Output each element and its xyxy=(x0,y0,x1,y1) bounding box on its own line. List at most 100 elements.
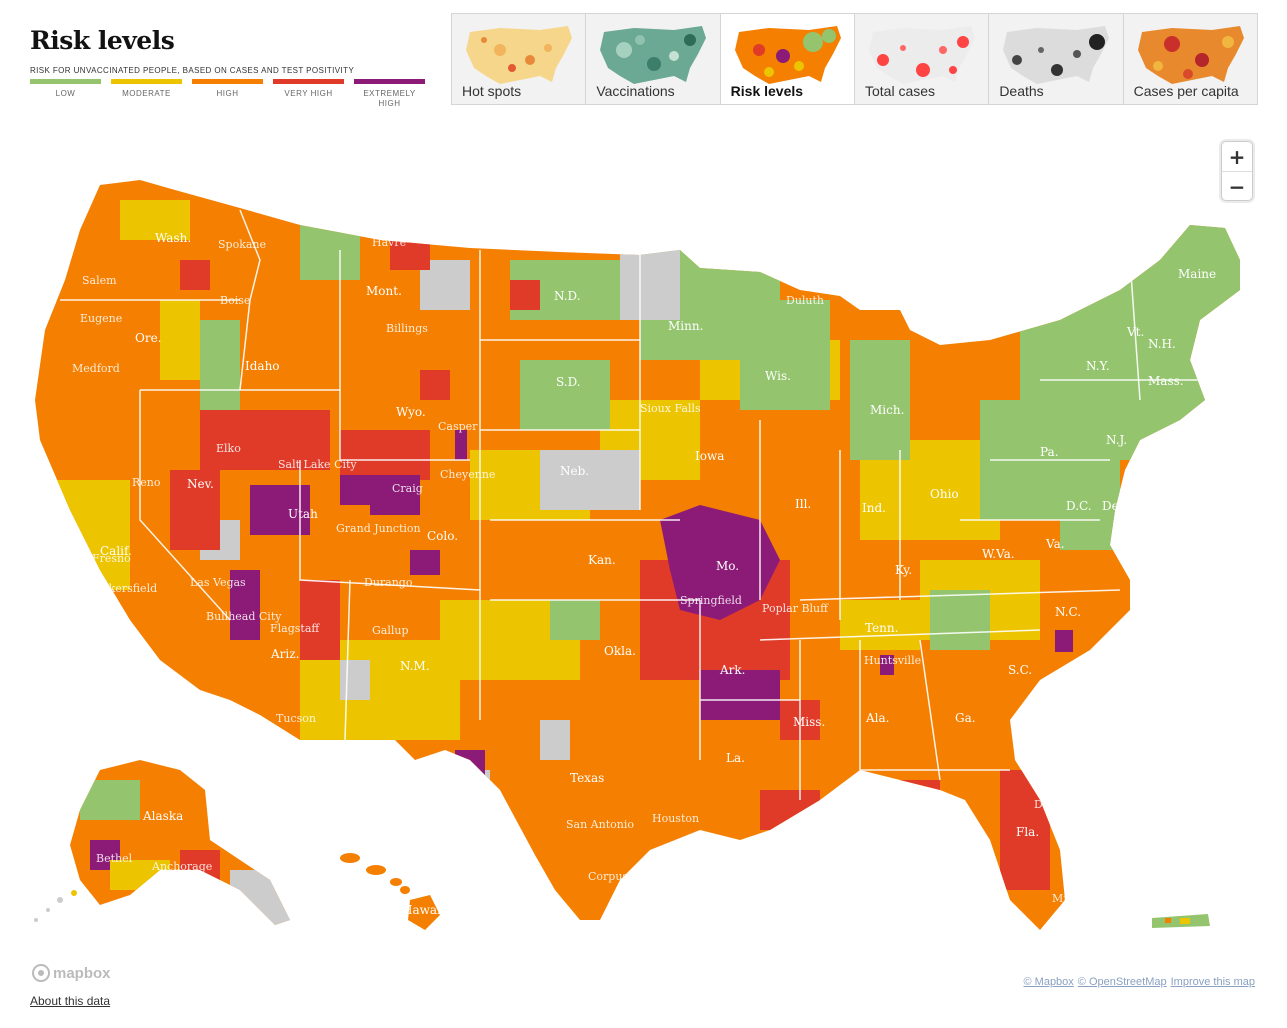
city-label-poplar-bluff: Poplar Bluff xyxy=(762,602,829,615)
about-this-data-link[interactable]: About this data xyxy=(30,994,111,1008)
state-label-mich: Mich. xyxy=(870,403,904,417)
tab-hot-spots[interactable]: Hot spots xyxy=(452,14,587,104)
improve-map-link[interactable]: Improve this map xyxy=(1170,976,1255,988)
city-label-cheyenne: Cheyenne xyxy=(440,468,495,481)
state-label-ala: Ala. xyxy=(865,711,889,725)
city-label-tucson: Tucson xyxy=(276,712,316,725)
legend-item-low: LOW xyxy=(30,79,101,109)
state-label-nev: Nev. xyxy=(187,477,214,491)
legend-label-moderate: MODERATE xyxy=(122,89,171,98)
state-label-nc: N.C. xyxy=(1055,605,1081,619)
hot-spots-thumbnail-icon xyxy=(466,26,572,84)
state-label-pa: Pa. xyxy=(1040,445,1059,459)
city-label-salem: Salem xyxy=(82,274,117,287)
legend-item-very-high: VERY HIGH xyxy=(273,79,344,109)
city-label-craig: Craig xyxy=(392,482,423,495)
tab-vaccinations[interactable]: Vaccinations xyxy=(586,14,721,104)
city-label-boise: Boise xyxy=(220,294,250,307)
aleutian-islands xyxy=(34,890,77,922)
state-label-mont: Mont. xyxy=(366,284,402,298)
deaths-thumbnail-icon xyxy=(1003,26,1110,84)
state-label-del: Del. xyxy=(1102,499,1126,513)
tab-label-total-cases: Total cases xyxy=(864,83,936,99)
state-label-mo: Mo. xyxy=(716,559,739,573)
state-label-ohio: Ohio xyxy=(930,487,959,501)
state-label-dc: D.C. xyxy=(1066,499,1092,513)
city-label-bakersfield: Bakersfield xyxy=(94,582,157,595)
zoom-controls: + − xyxy=(1221,141,1253,201)
tab-label-cases-per-capita: Cases per capita xyxy=(1133,83,1239,99)
city-label-sioux-falls: Sioux Falls xyxy=(640,402,701,415)
legend-item-high: HIGH xyxy=(192,79,263,109)
legend-label-high: HIGH xyxy=(216,89,239,98)
state-label-tenn: Tenn. xyxy=(865,621,898,635)
legend-subtitle: RISK FOR UNVACCINATED PEOPLE, BASED ON C… xyxy=(30,66,355,75)
tab-deaths[interactable]: Deaths xyxy=(989,14,1124,104)
state-label-nh: N.H. xyxy=(1148,337,1176,351)
city-label-daytona-beach: Daytona Beach xyxy=(1034,798,1118,811)
city-label-grand-junction: Grand Junction xyxy=(336,522,421,535)
state-label-texas: Texas xyxy=(570,771,604,785)
city-label-miami: Miami xyxy=(1052,892,1088,905)
state-label-wis: Wis. xyxy=(765,369,791,383)
legend-swatch-low xyxy=(30,79,101,84)
state-label-neb: Neb. xyxy=(560,464,589,478)
state-label-ariz: Ariz. xyxy=(270,647,299,661)
state-label-vt: Vt. xyxy=(1126,325,1144,339)
state-label-alaska: Alaska xyxy=(142,809,183,823)
zoom-in-button[interactable]: + xyxy=(1228,144,1246,169)
state-label-ga: Ga. xyxy=(955,711,976,725)
city-label-san-antonio: San Antonio xyxy=(566,818,634,831)
state-label-mass: Mass. xyxy=(1148,374,1184,388)
state-label-fla: Fla. xyxy=(1016,825,1039,839)
puerto-rico[interactable] xyxy=(1152,914,1210,928)
city-label-reno: Reno xyxy=(132,476,161,489)
state-label-idaho: Idaho xyxy=(245,359,280,373)
city-label-fresno: Fresno xyxy=(92,552,131,565)
city-label-corpus-christi: Corpus Christi xyxy=(588,870,670,883)
risk-legend: LOW MODERATE HIGH VERY HIGH EXTREMELY HI… xyxy=(30,79,425,109)
legend-swatch-extremely-high xyxy=(354,79,425,84)
city-label-havre: Havre xyxy=(372,236,406,249)
state-label-colo: Colo. xyxy=(427,529,458,543)
state-label-minn: Minn. xyxy=(668,319,703,333)
alaska[interactable]: Alaska Anchorage Bethel xyxy=(60,750,300,930)
state-label-wva: W.Va. xyxy=(982,547,1015,561)
zoom-out-button[interactable]: − xyxy=(1222,171,1252,200)
state-label-kan: Kan. xyxy=(588,553,616,567)
attribution-mapbox-link[interactable]: © Mapbox xyxy=(1023,976,1074,988)
city-label-anchorage: Anchorage xyxy=(151,860,212,873)
state-label-utah: Utah xyxy=(288,507,318,521)
tab-risk-levels[interactable]: Risk levels xyxy=(720,14,855,104)
state-label-hawaii: Hawaii xyxy=(402,903,445,917)
state-label-okla: Okla. xyxy=(604,644,636,658)
legend-label-very-high: VERY HIGH xyxy=(284,89,333,98)
tab-total-cases[interactable]: Total cases xyxy=(855,14,990,104)
tab-cases-per-capita[interactable]: Cases per capita xyxy=(1124,14,1257,104)
mapbox-logo-text: mapbox xyxy=(53,964,111,982)
state-label-la: La. xyxy=(726,751,745,765)
state-label-va: Va. xyxy=(1045,537,1065,551)
state-label-miss: Miss. xyxy=(793,715,825,729)
city-label-eugene: Eugene xyxy=(80,312,122,325)
legend-swatch-high xyxy=(192,79,263,84)
risk-levels-thumbnail-icon xyxy=(734,26,841,84)
state-label-wash: Wash. xyxy=(155,231,191,245)
state-label-calif: Calif. xyxy=(100,544,132,558)
cases-per-capita-thumbnail-icon xyxy=(1137,26,1244,84)
map-type-tabs: Hot spots Vaccinations Risk levels Total… xyxy=(451,13,1258,105)
state-label-nm: N.M. xyxy=(400,659,430,673)
contiguous-us[interactable]: Wash. Ore. Calif. Nev. Idaho Mont. Wyo. … xyxy=(0,160,1287,960)
city-label-key-west: Key West xyxy=(1012,934,1064,947)
attribution-osm-link[interactable]: © OpenStreetMap xyxy=(1077,976,1167,988)
hawaii[interactable]: Hawaii xyxy=(340,853,445,930)
mapbox-logo[interactable]: mapbox xyxy=(32,964,111,982)
tab-label-risk-levels: Risk levels xyxy=(730,83,804,99)
mapbox-logo-icon xyxy=(32,964,50,982)
legend-label-extremely-high: EXTREMELY HIGH xyxy=(363,89,416,108)
legend-swatch-very-high xyxy=(273,79,344,84)
city-label-bethel: Bethel xyxy=(96,852,133,865)
city-label-duluth: Duluth xyxy=(786,294,824,307)
tab-label-vaccinations: Vaccinations xyxy=(596,83,675,99)
